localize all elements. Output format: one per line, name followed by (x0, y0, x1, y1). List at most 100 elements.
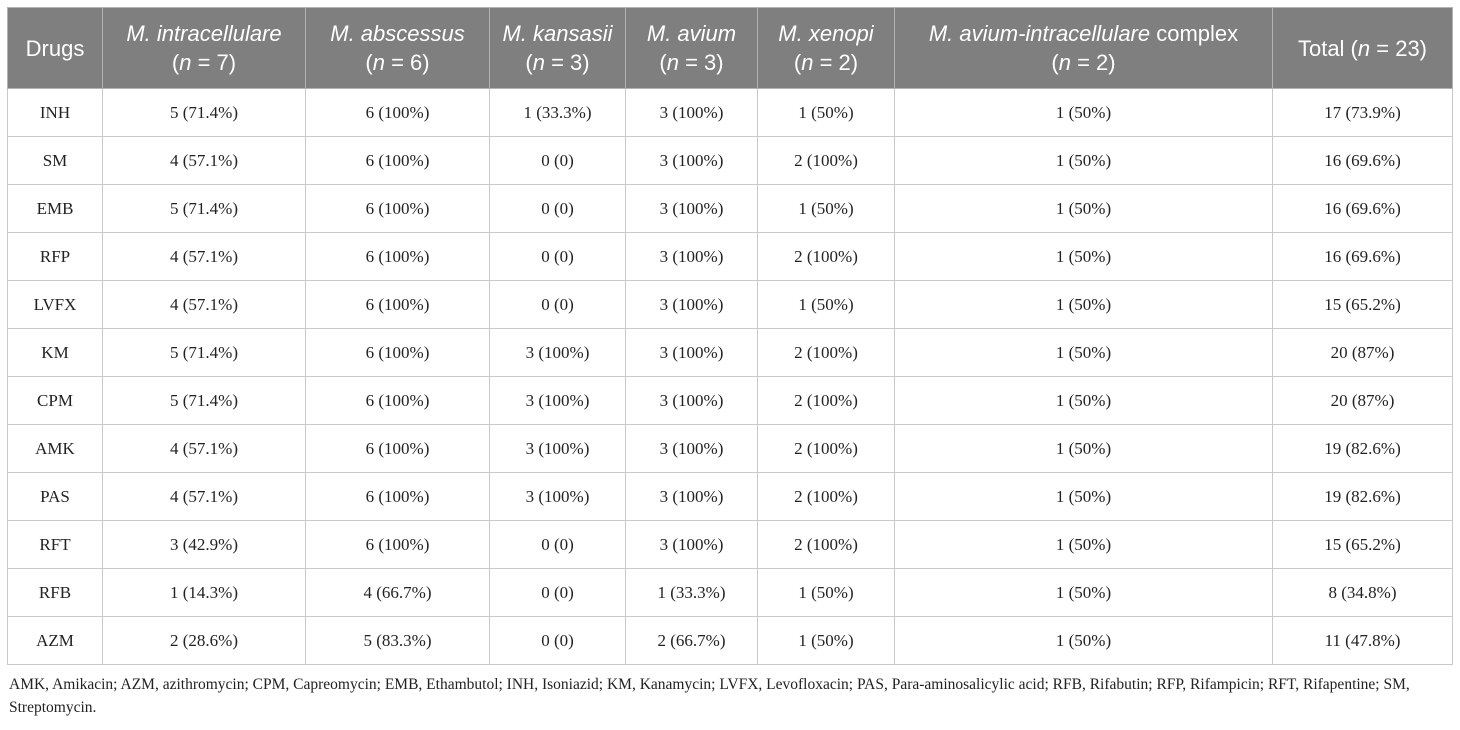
table-cell: 1 (50%) (894, 472, 1273, 521)
table-cell: 3 (100%) (489, 424, 626, 473)
table-cell: 0 (0) (489, 136, 626, 185)
species-name: M. kansasii (502, 21, 613, 46)
column-header-count: (n = 2) (1051, 50, 1116, 75)
table-cell: 20 (87%) (1272, 328, 1453, 377)
drug-resistance-table: Drugs M. intracellulare (n = 7) M. abscessu… (7, 7, 1453, 665)
column-header-species: M. intracellulare (103, 19, 305, 48)
drug-name-cell: RFB (7, 568, 103, 617)
table-row: RFB 1 (14.3%) 4 (66.7%) 0 (0) 1 (33.3%) 1 (50… (7, 568, 1453, 617)
table-cell: 6 (100%) (305, 232, 490, 281)
table-cell: 3 (100%) (625, 184, 758, 233)
drug-name-cell: AMK (7, 424, 103, 473)
table-cell: 0 (0) (489, 280, 626, 329)
species-name: M. xenopi (778, 21, 874, 46)
table-cell: 6 (100%) (305, 280, 490, 329)
table-cell: 5 (71.4%) (102, 328, 306, 377)
table-footnote: AMK, Amikacin; AZM, azithromycin; CPM, C… (9, 676, 1410, 716)
column-header-4: M. avium (n = 3) (625, 7, 758, 89)
table-cell: 3 (100%) (625, 88, 758, 137)
column-header-count: (n = 7) (171, 50, 237, 75)
table-cell: 1 (50%) (757, 88, 895, 137)
table-cell: 4 (57.1%) (102, 136, 306, 185)
table-cell: 1 (50%) (757, 616, 895, 665)
table-cell: 1 (50%) (894, 280, 1273, 329)
table-row: EMB 5 (71.4%) 6 (100%) 0 (0) 3 (100%) 1 (50%)… (7, 184, 1453, 233)
table-cell: 1 (50%) (757, 184, 895, 233)
table-row: RFT 3 (42.9%) 6 (100%) 0 (0) 3 (100%) 2 (100%… (7, 520, 1453, 569)
table-cell: 3 (100%) (625, 520, 758, 569)
table-cell: 1 (33.3%) (625, 568, 758, 617)
table-cell: 1 (50%) (894, 424, 1273, 473)
column-header-7: Total (n = 23) (1272, 7, 1453, 89)
table-row: CPM 5 (71.4%) 6 (100%) 3 (100%) 3 (100%) 2 (1… (7, 376, 1453, 425)
table-cell: 3 (100%) (625, 328, 758, 377)
drug-name-cell: EMB (7, 184, 103, 233)
column-header-3: M. kansasii (n = 3) (489, 7, 626, 89)
table-cell: 1 (33.3%) (489, 88, 626, 137)
table-cell: 4 (57.1%) (102, 280, 306, 329)
drug-name-cell: RFT (7, 520, 103, 569)
table-cell: 6 (100%) (305, 376, 490, 425)
table-cell: 19 (82.6%) (1272, 472, 1453, 521)
column-header-count: (n = 2) (793, 50, 859, 75)
table-row: AZM 2 (28.6%) 5 (83.3%) 0 (0) 2 (66.7%) 1 (50… (7, 616, 1453, 665)
table-cell: 0 (0) (489, 568, 626, 617)
table-cell: 6 (100%) (305, 472, 490, 521)
table-row: SM 4 (57.1%) 6 (100%) 0 (0) 3 (100%) 2 (100%)… (7, 136, 1453, 185)
column-header-species: M. xenopi (758, 19, 894, 48)
table-cell: 0 (0) (489, 232, 626, 281)
table-cell: 4 (57.1%) (102, 472, 306, 521)
table-cell: 1 (50%) (894, 520, 1273, 569)
table-cell: 16 (69.6%) (1272, 136, 1453, 185)
species-name: M. intracellulare (126, 21, 282, 46)
table-cell: 6 (100%) (305, 184, 490, 233)
drug-name-cell: LVFX (7, 280, 103, 329)
column-header-label: Drugs (25, 35, 85, 61)
column-header-6: M. avium-intracellulare complex (n = 2) (894, 7, 1273, 89)
table-cell: 4 (57.1%) (102, 424, 306, 473)
table-cell: 16 (69.6%) (1272, 232, 1453, 281)
table-cell: 1 (50%) (894, 616, 1273, 665)
column-header-5: M. xenopi (n = 2) (757, 7, 895, 89)
table-cell: 1 (14.3%) (102, 568, 306, 617)
table-body: INH 5 (71.4%) 6 (100%) 1 (33.3%) 3 (100%) 1 (… (7, 88, 1453, 665)
table-cell: 0 (0) (489, 184, 626, 233)
table-cell: 2 (100%) (757, 376, 895, 425)
table-cell: 2 (100%) (757, 136, 895, 185)
column-header-species: M. avium (626, 19, 757, 48)
table-row: RFP 4 (57.1%) 6 (100%) 0 (0) 3 (100%) 2 (100%… (7, 232, 1453, 281)
table-row: AMK 4 (57.1%) 6 (100%) 3 (100%) 3 (100%) 2 (1… (7, 424, 1453, 473)
table-cell: 2 (28.6%) (102, 616, 306, 665)
drug-name-cell: PAS (7, 472, 103, 521)
table-cell: 2 (100%) (757, 520, 895, 569)
column-header-label: Total (n = 23) (1297, 35, 1428, 61)
table-cell: 15 (65.2%) (1272, 520, 1453, 569)
table-cell: 2 (66.7%) (625, 616, 758, 665)
column-header-count: (n = 3) (659, 50, 724, 75)
table-row: KM 5 (71.4%) 6 (100%) 3 (100%) 3 (100%) 2 (10… (7, 328, 1453, 377)
column-header-count: (n = 3) (525, 50, 590, 75)
column-header-species: M. kansasii (490, 19, 625, 48)
drug-name-cell: RFP (7, 232, 103, 281)
table-cell: 19 (82.6%) (1272, 424, 1453, 473)
table-cell: 1 (50%) (757, 280, 895, 329)
table-cell: 3 (100%) (625, 424, 758, 473)
table-cell: 3 (42.9%) (102, 520, 306, 569)
table-cell: 6 (100%) (305, 424, 490, 473)
table-cell: 15 (65.2%) (1272, 280, 1453, 329)
table-cell: 5 (71.4%) (102, 88, 306, 137)
table-cell: 2 (100%) (757, 232, 895, 281)
drug-name-cell: KM (7, 328, 103, 377)
column-header-2: M. abscessus (n = 6) (305, 7, 490, 89)
table-header-row: Drugs M. intracellulare (n = 7) M. abscessu… (7, 7, 1453, 89)
table-cell: 6 (100%) (305, 520, 490, 569)
column-header-drugs: Drugs (7, 7, 103, 89)
table-cell: 5 (71.4%) (102, 376, 306, 425)
column-header-1: M. intracellulare (n = 7) (102, 7, 306, 89)
table-cell: 3 (100%) (489, 328, 626, 377)
table-cell: 2 (100%) (757, 424, 895, 473)
table-cell: 1 (50%) (894, 136, 1273, 185)
table-cell: 16 (69.6%) (1272, 184, 1453, 233)
table-cell: 4 (57.1%) (102, 232, 306, 281)
table-row: LVFX 4 (57.1%) 6 (100%) 0 (0) 3 (100%) 1 (50%… (7, 280, 1453, 329)
